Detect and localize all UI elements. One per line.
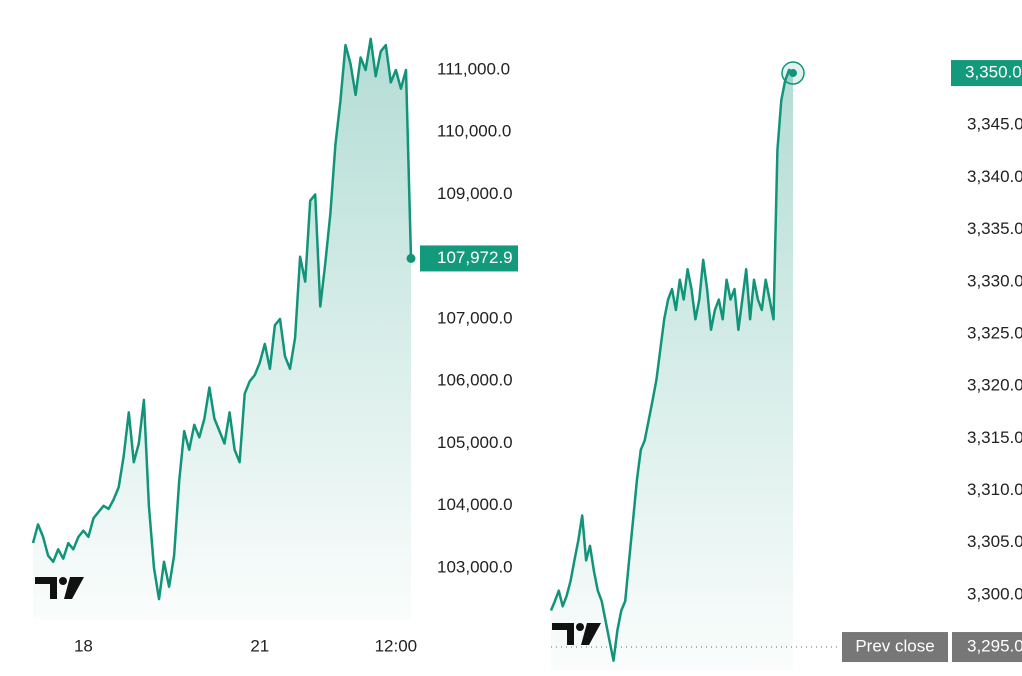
y-tick-label: 103,000.0	[437, 558, 513, 577]
y-tick-label: 3,315.0	[967, 428, 1022, 447]
x-tick-label: 18	[74, 636, 93, 655]
chart: 111,000.0110,000.0109,000.0108,000.0107,…	[31, 37, 518, 655]
y-tick-label: 106,000.0	[437, 371, 513, 390]
area	[33, 38, 411, 621]
y-tick-label: 3,310.0	[967, 480, 1022, 499]
y-tick-label: 109,000.0	[437, 184, 513, 203]
prev-close-label: Prev close	[855, 637, 934, 656]
y-tick-label: 111,000.0	[437, 59, 510, 78]
y-tick-label: 3,325.0	[967, 323, 1022, 342]
price-line	[31, 37, 413, 601]
y-tick-label: 3,345.0	[967, 115, 1022, 134]
area	[551, 69, 793, 670]
price-tag	[420, 245, 518, 272]
y-tick-label: 3,305.0	[967, 532, 1022, 551]
y-tick-label: 3,300.0	[967, 584, 1022, 603]
last-point	[406, 253, 416, 263]
y-tick-label: 3,340.0	[967, 167, 1022, 186]
y-tick-label: 3,320.0	[967, 376, 1022, 395]
y-tick-label: 105,000.0	[437, 433, 513, 452]
prev-close-tag	[842, 632, 948, 663]
prev-close-value-tag	[952, 632, 1022, 663]
x-tick-label: 21	[250, 636, 269, 655]
price-tag-label: 3,350.0	[965, 63, 1022, 82]
x-tick-label: 12:00	[375, 636, 418, 655]
y-tick-label: 110,000.0	[437, 122, 511, 141]
y-tick-label: 3,335.0	[967, 219, 1022, 238]
price-line	[549, 68, 794, 662]
price-tag-label: 107,972.9	[437, 248, 513, 267]
last-point	[789, 69, 797, 78]
y-tick-label: 3,330.0	[967, 271, 1022, 290]
y-tick-label: 104,000.0	[437, 495, 513, 514]
price-tag	[951, 60, 1022, 87]
tv-logo	[35, 577, 601, 645]
y-tick-label: 107,000.0	[437, 308, 513, 327]
chart: Prev close 3,350.0 3,345.0 3,340.0 3,335.0 3,…	[549, 60, 1022, 670]
y-tick-label: 3,295.0	[967, 637, 1022, 656]
